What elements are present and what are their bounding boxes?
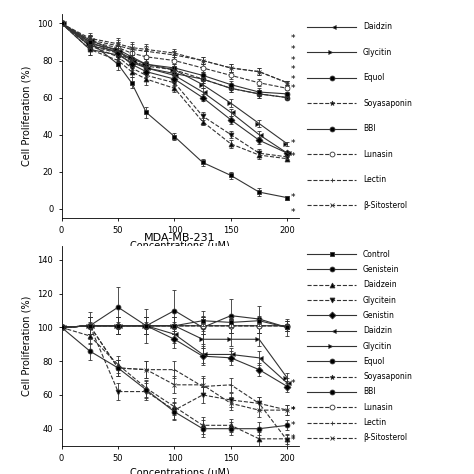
Text: *: *	[291, 421, 295, 430]
X-axis label: Concentrations (μM): Concentrations (μM)	[130, 468, 230, 474]
Text: Daidzin: Daidzin	[363, 326, 392, 335]
Text: *: *	[291, 153, 295, 161]
Text: *: *	[291, 56, 295, 65]
Text: Daidzein: Daidzein	[363, 280, 397, 289]
Text: BBI: BBI	[363, 124, 375, 133]
Text: β-Sitosterol: β-Sitosterol	[363, 433, 407, 442]
Text: Soyasaponin: Soyasaponin	[363, 99, 412, 108]
Text: BBI: BBI	[363, 387, 375, 396]
Text: *: *	[291, 65, 295, 74]
Text: *: *	[291, 208, 295, 217]
Text: Lectin: Lectin	[363, 175, 386, 184]
Text: *: *	[291, 434, 295, 443]
Text: Equol: Equol	[363, 73, 384, 82]
Text: *: *	[291, 406, 295, 415]
Y-axis label: Cell Proliferation (%): Cell Proliferation (%)	[22, 296, 32, 396]
Text: (a): (a)	[171, 265, 189, 275]
Text: Glycitin: Glycitin	[363, 48, 392, 57]
Text: Genistin: Genistin	[363, 311, 395, 320]
Text: *: *	[291, 406, 295, 415]
Text: Control: Control	[363, 250, 391, 259]
Text: Glycitein: Glycitein	[363, 296, 397, 305]
Text: *: *	[291, 193, 295, 202]
X-axis label: Concentrations (μM): Concentrations (μM)	[130, 241, 230, 251]
Text: β-Sitosterol: β-Sitosterol	[363, 201, 407, 210]
Text: Lunasin: Lunasin	[363, 150, 393, 159]
Text: *: *	[291, 34, 295, 43]
Text: Glycitin: Glycitin	[363, 342, 392, 350]
Text: Genistein: Genistein	[363, 265, 400, 274]
Text: *: *	[291, 436, 295, 445]
Text: *: *	[291, 45, 295, 54]
Text: *: *	[291, 74, 295, 83]
Text: *: *	[291, 139, 295, 148]
Text: *: *	[291, 379, 295, 388]
Text: *: *	[291, 84, 295, 93]
Y-axis label: Cell Proliferation (%): Cell Proliferation (%)	[22, 66, 32, 166]
Title: MDA-MB-231: MDA-MB-231	[144, 233, 216, 243]
Text: Lunasin: Lunasin	[363, 403, 393, 412]
Text: Soyasaponin: Soyasaponin	[363, 372, 412, 381]
Text: Equol: Equol	[363, 357, 384, 366]
Text: Daidzin: Daidzin	[363, 22, 392, 31]
Text: Lectin: Lectin	[363, 418, 386, 427]
